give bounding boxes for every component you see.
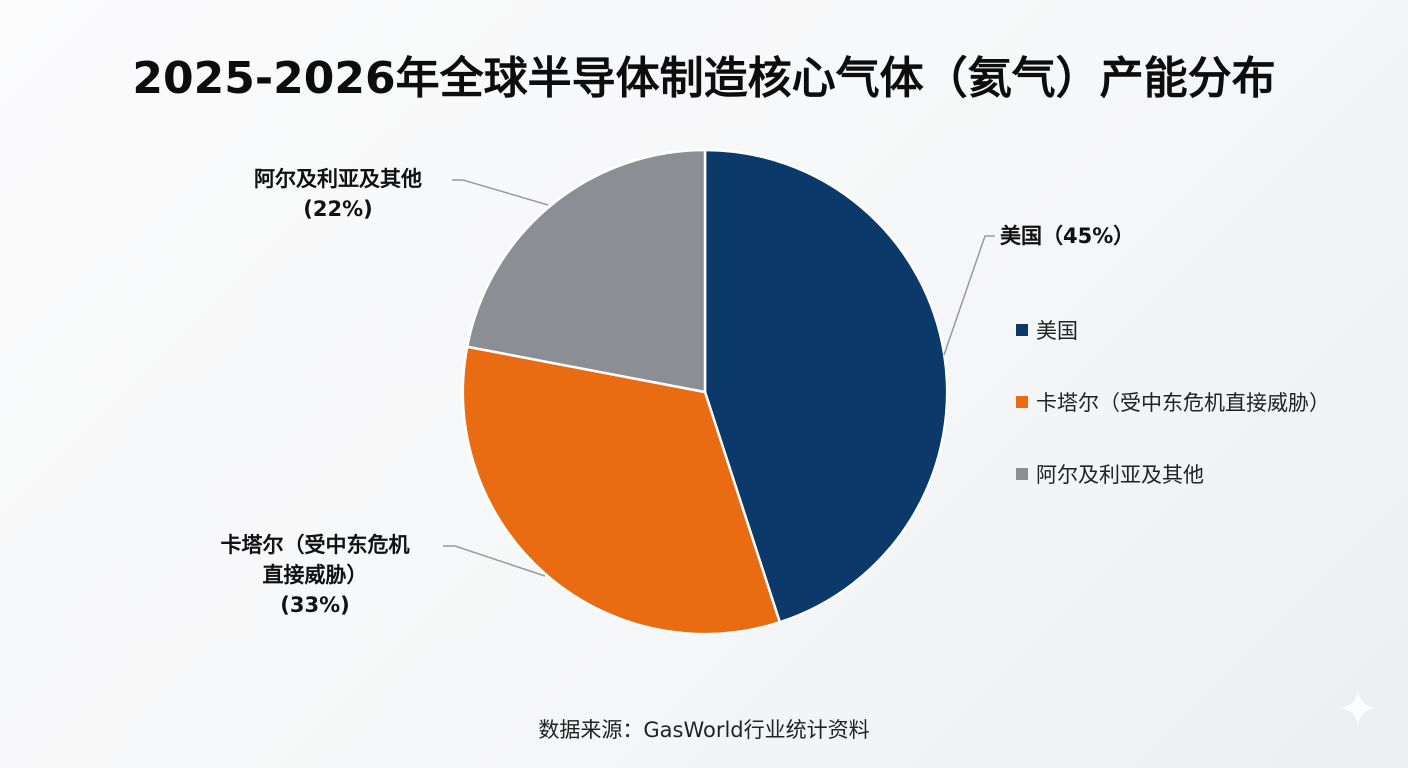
slice-algeria[interactable] (465, 148, 707, 394)
leader-line-algeria (452, 179, 549, 206)
leader-line-qatar (443, 545, 546, 577)
data-source: 数据来源：GasWorld行业统计资料 (538, 718, 870, 742)
leader-line-usa (943, 235, 995, 356)
data-label-algeria: 阿尔及利亚及其他 (22%) (254, 167, 422, 221)
legend: 美国 卡塔尔（受中东危机直接威胁） 阿尔及利亚及其他 (1016, 313, 1330, 529)
chart-title: 2025-2026年全球半导体制造核心气体（氦气）产能分布 (132, 53, 1276, 104)
data-label-usa: 美国（45%） (1000, 224, 1135, 248)
legend-swatch-icon (1016, 396, 1028, 408)
sparkle-icon (1340, 690, 1376, 726)
slice-qatar[interactable] (461, 345, 782, 636)
legend-item-algeria[interactable]: 阿尔及利亚及其他 (1016, 457, 1330, 491)
legend-swatch-icon (1016, 468, 1028, 480)
legend-item-usa[interactable]: 美国 (1016, 313, 1330, 347)
legend-item-qatar[interactable]: 卡塔尔（受中东危机直接威胁） (1016, 385, 1330, 419)
legend-swatch-icon (1016, 324, 1028, 336)
data-label-qatar: 卡塔尔（受中东危机 直接威胁） (33%) (220, 533, 410, 617)
